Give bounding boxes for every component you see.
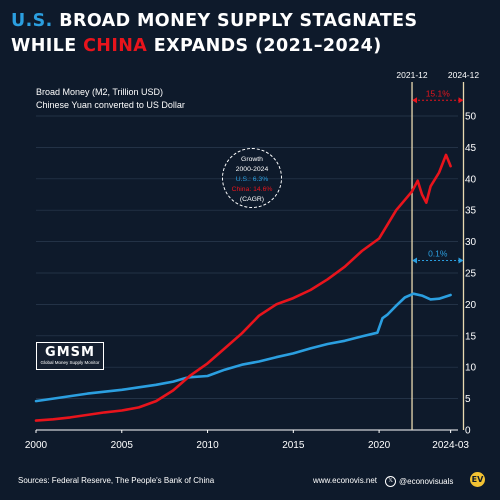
chart-subtitle: Broad Money (M2, Trillion USD) — [36, 87, 164, 97]
y-tick-label: 5 — [465, 394, 471, 405]
y-tick-label: 20 — [465, 300, 477, 311]
social-handle[interactable]: 𝕏 @econovisuals — [385, 476, 453, 487]
marker-label: 2021-12 — [396, 70, 427, 80]
y-tick-label: 10 — [465, 363, 477, 374]
annotation-arrowhead — [458, 257, 464, 264]
growth-china: China: 14.6% — [231, 186, 273, 193]
growth-period: 2000-2024 — [235, 166, 269, 173]
growth-title: Growth — [241, 156, 263, 163]
annotation-arrowhead — [412, 257, 418, 264]
title-china-highlight: CHINA — [83, 36, 148, 56]
y-tick-label: 50 — [465, 112, 477, 123]
website-link[interactable]: www.econovis.net — [313, 476, 378, 485]
x-tick-label: 2000 — [25, 440, 48, 451]
title-line-2-start: WHILE — [11, 36, 84, 56]
gmsm-logo-subtext: Global Money Supply Monitor — [40, 360, 100, 365]
y-tick-label: 40 — [465, 174, 477, 185]
y-tick-label: 15 — [465, 331, 477, 342]
gmsm-logo: GMSM Global Money Supply Monitor — [36, 342, 104, 370]
annotation-arrowhead — [412, 97, 418, 104]
x-tick-label: 2010 — [196, 440, 219, 451]
growth-us: U.S.: 6.3% — [235, 176, 269, 183]
x-tick-label: 2020 — [368, 440, 391, 451]
annotation-label: 15.1% — [426, 88, 451, 98]
annotation-label: 0.1% — [428, 248, 448, 258]
x-tick-label: 2005 — [111, 440, 134, 451]
series-line-us — [34, 292, 452, 403]
y-tick-label: 30 — [465, 237, 477, 248]
marker-label: 2024-12 — [448, 70, 479, 80]
title-us-highlight: U.S. — [11, 11, 53, 31]
x-tick-label: 2024-03 — [432, 440, 469, 451]
sources-note: Sources: Federal Reserve, The People's B… — [18, 476, 215, 485]
title-line-2-end: EXPANDS (2021–2024) — [147, 36, 382, 56]
series-line-china — [34, 153, 452, 422]
chart-note: Chinese Yuan converted to US Dollar — [36, 100, 185, 110]
title-line-1: U.S. BROAD MONEY SUPPLY STAGNATES — [11, 11, 418, 31]
econovis-logo: EV — [470, 472, 485, 487]
x-logo-icon: 𝕏 — [385, 476, 396, 487]
title-line-1-rest: BROAD MONEY SUPPLY STAGNATES — [52, 11, 418, 31]
growth-note: (CAGR) — [239, 196, 265, 203]
social-handle-text: @econovisuals — [399, 477, 454, 486]
gmsm-logo-text: GMSM — [45, 345, 95, 360]
x-tick-label: 2015 — [282, 440, 305, 451]
title-line-2: WHILE CHINA EXPANDS (2021–2024) — [11, 36, 382, 56]
annotation-arrowhead — [458, 97, 464, 104]
y-tick-label: 0 — [465, 426, 471, 437]
y-tick-label: 25 — [465, 269, 477, 280]
y-tick-label: 35 — [465, 206, 477, 217]
growth-badge: Growth 2000-2024 U.S.: 6.3% China: 14.6%… — [222, 148, 282, 208]
y-tick-label: 45 — [465, 143, 477, 154]
